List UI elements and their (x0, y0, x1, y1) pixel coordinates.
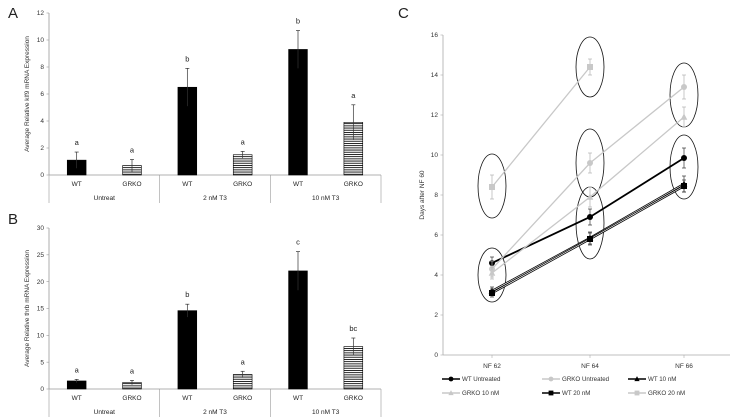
panel-label-b: B (8, 211, 18, 228)
y-tick-label: 5 (40, 359, 44, 366)
legend-label: GRKO 20 nM (648, 390, 685, 397)
data-point (681, 155, 687, 161)
data-point (587, 64, 593, 70)
legend-label: WT Untreated (462, 376, 501, 383)
significance-letter: a (130, 145, 135, 154)
y-tick-label: 4 (40, 118, 44, 125)
data-point (587, 236, 593, 242)
data-point (586, 193, 594, 200)
y-tick-label: 4 (434, 272, 438, 279)
data-point (681, 84, 687, 90)
y-tick-label: 8 (434, 192, 438, 199)
x-category-label: WT (72, 181, 82, 188)
legend-swatch-marker (634, 390, 640, 396)
legend-swatch-marker (548, 390, 554, 396)
y-axis-title: Days after NF 60 (419, 170, 426, 220)
x-tick-label: NF 64 (581, 363, 599, 370)
significance-letter: b (185, 54, 189, 63)
legend-label: WT 10 nM (648, 376, 676, 383)
y-tick-label: 14 (431, 72, 439, 79)
x-category-label: GRKO (233, 181, 252, 188)
significance-letter: bc (349, 324, 357, 333)
highlight-ellipse (477, 153, 507, 219)
y-tick-label: 12 (37, 10, 45, 17)
y-tick-label: 15 (37, 306, 45, 313)
significance-letter: a (75, 365, 80, 374)
data-point (681, 183, 687, 189)
y-tick-label: 0 (40, 386, 44, 393)
highlight-ellipse (575, 36, 605, 98)
x-tick-label: NF 62 (483, 363, 501, 370)
data-point (680, 113, 688, 120)
legend-swatch-marker (448, 390, 454, 396)
y-axis-title: Average Relative klf9 mRNA Expression (24, 36, 31, 152)
y-tick-label: 12 (431, 112, 439, 119)
y-tick-label: 0 (434, 352, 438, 359)
x-category-label: GRKO (233, 395, 252, 402)
data-point (488, 269, 496, 276)
y-tick-label: 6 (40, 91, 44, 98)
legend-swatch-marker (548, 376, 554, 382)
y-tick-label: 2 (434, 312, 438, 319)
data-point (587, 214, 593, 220)
x-category-label: GRKO (122, 181, 141, 188)
legend-label: GRKO 10 nM (462, 390, 499, 397)
panel-label-a: A (8, 5, 18, 22)
x-category-label: WT (182, 181, 192, 188)
legend-label: GRKO Untreated (562, 376, 610, 383)
y-tick-label: 16 (431, 32, 439, 39)
y-tick-label: 20 (37, 279, 45, 286)
highlight-ellipse (477, 247, 507, 303)
legend-swatch-marker (448, 376, 454, 382)
legend-swatch-marker (634, 376, 640, 382)
group-label: 2 nM T3 (203, 409, 227, 416)
x-category-label: WT (72, 395, 82, 402)
y-axis-title: Average Relative thrb mRNA Expression (24, 250, 31, 367)
series-line (491, 66, 591, 188)
x-category-label: WT (182, 395, 192, 402)
x-category-label: GRKO (344, 395, 363, 402)
bar (177, 310, 198, 390)
significance-letter: b (296, 17, 300, 26)
y-tick-label: 10 (37, 37, 45, 44)
x-category-label: WT (293, 181, 303, 188)
y-tick-label: 8 (40, 64, 44, 71)
legend-label: WT 20 nM (562, 390, 590, 397)
significance-letter: a (75, 138, 80, 147)
significance-letter: a (241, 137, 246, 146)
y-tick-label: 0 (40, 172, 44, 179)
y-tick-label: 6 (434, 232, 438, 239)
significance-letter: a (241, 357, 246, 366)
group-label: 2 nM T3 (203, 195, 227, 202)
significance-letter: a (130, 366, 135, 375)
x-category-label: WT (293, 395, 303, 402)
y-tick-label: 30 (37, 225, 45, 232)
y-tick-label: 2 (40, 145, 44, 152)
data-point (489, 290, 495, 296)
data-point (587, 160, 593, 166)
chart-a: A 0 2 4 6 8 10 12 Average Relative klf9 mRNA Ex… (8, 5, 382, 203)
significance-letter: b (185, 290, 189, 299)
series-line (491, 157, 685, 264)
group-label: Untreat (94, 409, 116, 416)
significance-letter: c (296, 238, 300, 247)
significance-letter: a (351, 91, 356, 100)
chart-b: B 0 5 10 15 20 25 30 Average Relative thrb mRNA… (8, 211, 382, 417)
x-tick-label: NF 66 (675, 363, 693, 370)
chart-c: C 0 2 4 6 8 10 12 14 16 Days after NF 60 NF 62 NF 6… (398, 5, 730, 397)
y-tick-label: 10 (37, 333, 45, 340)
x-category-label: GRKO (344, 181, 363, 188)
y-tick-label: 10 (431, 152, 439, 159)
x-category-label: GRKO (122, 395, 141, 402)
panel-label-c: C (398, 5, 409, 22)
group-label: 10 nM T3 (312, 195, 340, 202)
data-point (489, 184, 495, 190)
group-label: 10 nM T3 (312, 409, 340, 416)
y-tick-label: 25 (37, 252, 45, 259)
group-label: Untreat (94, 195, 116, 202)
